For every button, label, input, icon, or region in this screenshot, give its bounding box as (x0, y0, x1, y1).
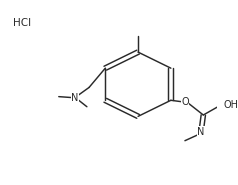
Text: N: N (198, 127, 205, 137)
Text: HCl: HCl (13, 18, 31, 28)
Text: N: N (71, 92, 79, 102)
Text: OH: OH (223, 100, 238, 110)
Text: O: O (181, 97, 189, 107)
